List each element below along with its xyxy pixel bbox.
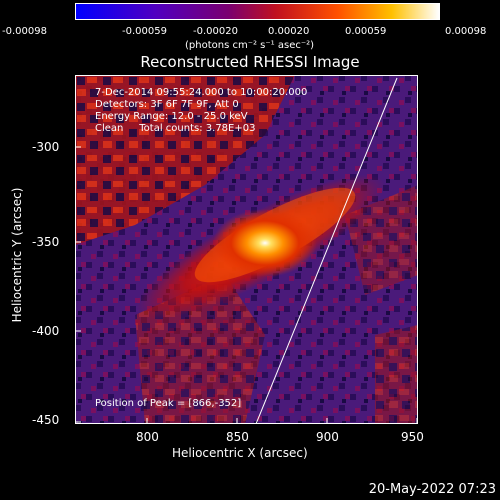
clean-total-counts: Clean Total counts: 3.78E+03 — [95, 123, 256, 134]
colorbar-tick: 0.00059 — [345, 26, 387, 37]
observation-info: 7-Dec-2014 09:55:24.000 to 10:00:20.000 … — [95, 87, 307, 135]
x-tick: 850 — [226, 430, 249, 444]
footer-date: 20-May-2022 07:23 — [368, 482, 496, 497]
y-axis-label: Heliocentric Y (arcsec) — [10, 187, 24, 323]
detectors: Detectors: 3F 6F 7F 9F, Att 0 — [95, 99, 239, 110]
plot-title: Reconstructed RHESSI Image — [140, 53, 360, 71]
colorbar-units: (photons cm⁻² s⁻¹ asec⁻²) — [185, 40, 315, 51]
y-tick: -400 — [32, 324, 60, 338]
y-tick: -450 — [32, 413, 60, 427]
x-tick: 800 — [136, 430, 159, 444]
energy-range: Energy Range: 12.0 - 25.0 keV — [95, 111, 248, 122]
time-range: 7-Dec-2014 09:55:24.000 to 10:00:20.000 — [95, 87, 308, 98]
colorbar-tick: -0.00098 — [2, 26, 47, 37]
colorbar — [75, 3, 440, 20]
y-tick: -350 — [32, 235, 60, 249]
x-tick: 900 — [316, 430, 339, 444]
colorbar-tick: 0.00020 — [268, 26, 310, 37]
peak-position: Position of Peak = [866,-352] — [95, 398, 242, 409]
colorbar-tick: -0.00059 — [122, 26, 167, 37]
colorbar-tick: 0.00098 — [445, 26, 487, 37]
x-tick: 950 — [401, 430, 424, 444]
y-tick: -300 — [32, 140, 60, 154]
x-axis-label: Heliocentric X (arcsec) — [172, 446, 308, 460]
colorbar-tick: -0.00020 — [193, 26, 238, 37]
rhessi-image — [75, 75, 418, 424]
